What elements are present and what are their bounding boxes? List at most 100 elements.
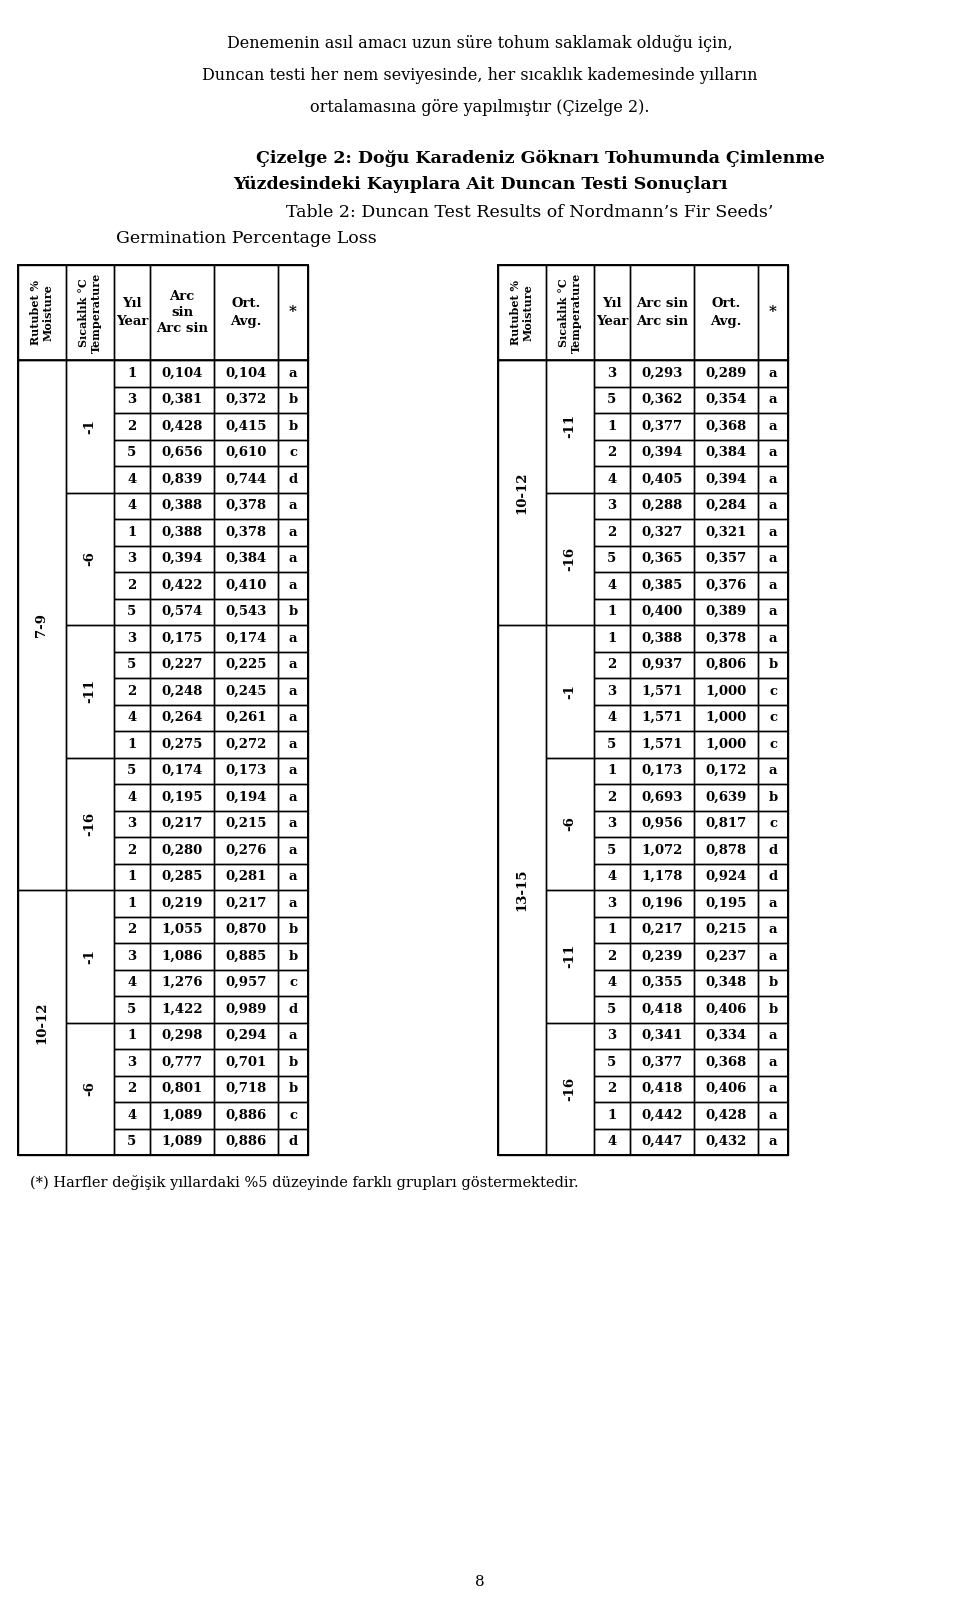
Bar bbox=[630, 943, 694, 969]
Bar bbox=[114, 837, 150, 863]
Bar bbox=[594, 359, 630, 387]
Bar bbox=[114, 359, 150, 387]
Bar bbox=[694, 1102, 758, 1129]
Bar bbox=[150, 1076, 214, 1102]
Text: c: c bbox=[289, 446, 297, 459]
Text: 0,355: 0,355 bbox=[641, 977, 683, 990]
Bar bbox=[278, 545, 308, 573]
Bar bbox=[694, 810, 758, 837]
Text: 1: 1 bbox=[608, 632, 616, 645]
Bar bbox=[694, 492, 758, 520]
Bar bbox=[694, 969, 758, 996]
Text: a: a bbox=[769, 579, 778, 592]
Text: 0,377: 0,377 bbox=[641, 1055, 683, 1068]
Bar bbox=[594, 1076, 630, 1102]
Text: Sıcaklık °C
Temperature: Sıcaklık °C Temperature bbox=[558, 273, 582, 353]
Bar bbox=[630, 863, 694, 890]
Text: -11: -11 bbox=[564, 945, 577, 969]
Bar bbox=[114, 387, 150, 412]
Text: -16: -16 bbox=[564, 547, 577, 571]
Bar bbox=[694, 996, 758, 1022]
Text: 0,298: 0,298 bbox=[161, 1030, 203, 1043]
Bar bbox=[214, 265, 278, 359]
Text: 0,394: 0,394 bbox=[706, 473, 747, 486]
Bar bbox=[150, 969, 214, 996]
Bar bbox=[114, 1076, 150, 1102]
Bar bbox=[758, 387, 788, 412]
Text: b: b bbox=[288, 1055, 298, 1068]
Bar bbox=[630, 387, 694, 412]
Text: 2: 2 bbox=[128, 420, 136, 433]
Bar bbox=[758, 573, 788, 598]
Bar bbox=[630, 598, 694, 626]
Bar bbox=[150, 916, 214, 943]
Bar bbox=[214, 810, 278, 837]
Bar bbox=[594, 651, 630, 678]
Text: -6: -6 bbox=[84, 1081, 97, 1096]
Bar bbox=[150, 520, 214, 545]
Bar bbox=[114, 467, 150, 492]
Text: 0,639: 0,639 bbox=[706, 791, 747, 804]
Text: 0,957: 0,957 bbox=[226, 977, 267, 990]
Text: 0,418: 0,418 bbox=[641, 1083, 683, 1096]
Bar bbox=[150, 1102, 214, 1129]
Bar bbox=[278, 837, 308, 863]
Text: 3: 3 bbox=[128, 393, 136, 406]
Bar bbox=[278, 943, 308, 969]
Bar bbox=[150, 890, 214, 916]
Bar bbox=[114, 731, 150, 757]
Bar bbox=[278, 1129, 308, 1155]
Text: a: a bbox=[769, 473, 778, 486]
Bar bbox=[214, 1129, 278, 1155]
Bar bbox=[278, 969, 308, 996]
Text: 2: 2 bbox=[128, 844, 136, 857]
Text: 0,389: 0,389 bbox=[706, 605, 747, 618]
Text: 0,885: 0,885 bbox=[226, 950, 267, 962]
Bar bbox=[278, 1049, 308, 1076]
Text: 0,693: 0,693 bbox=[641, 791, 683, 804]
Text: 4: 4 bbox=[128, 711, 136, 725]
Bar bbox=[278, 996, 308, 1022]
Bar bbox=[114, 996, 150, 1022]
Text: -11: -11 bbox=[84, 678, 97, 703]
Text: 0,272: 0,272 bbox=[226, 738, 267, 751]
Text: 0,378: 0,378 bbox=[226, 526, 267, 539]
Text: a: a bbox=[289, 764, 298, 778]
Text: 0,196: 0,196 bbox=[641, 897, 683, 909]
Text: 0,701: 0,701 bbox=[226, 1055, 267, 1068]
Text: 0,378: 0,378 bbox=[706, 632, 747, 645]
Bar bbox=[114, 757, 150, 784]
Text: 5: 5 bbox=[608, 393, 616, 406]
Text: b: b bbox=[288, 605, 298, 618]
Text: Year: Year bbox=[596, 314, 628, 327]
Text: 0,172: 0,172 bbox=[706, 764, 747, 778]
Text: Arc sin: Arc sin bbox=[636, 297, 688, 310]
Text: a: a bbox=[769, 446, 778, 459]
Bar bbox=[150, 704, 214, 731]
Text: a: a bbox=[769, 897, 778, 909]
Bar bbox=[114, 1022, 150, 1049]
Text: 0,327: 0,327 bbox=[641, 526, 683, 539]
Text: 0,239: 0,239 bbox=[641, 950, 683, 962]
Bar bbox=[150, 996, 214, 1022]
Bar bbox=[630, 651, 694, 678]
Bar bbox=[594, 467, 630, 492]
Text: d: d bbox=[768, 871, 778, 884]
Bar bbox=[694, 439, 758, 467]
Text: Arc sin: Arc sin bbox=[636, 314, 688, 327]
Text: a: a bbox=[289, 711, 298, 725]
Text: 3: 3 bbox=[608, 499, 616, 512]
Text: a: a bbox=[289, 658, 298, 670]
Text: 0,237: 0,237 bbox=[706, 950, 747, 962]
Bar bbox=[214, 573, 278, 598]
Text: 2: 2 bbox=[608, 526, 616, 539]
Bar bbox=[694, 359, 758, 387]
Text: 1,072: 1,072 bbox=[641, 844, 683, 857]
Text: 0,294: 0,294 bbox=[226, 1030, 267, 1043]
Bar bbox=[214, 439, 278, 467]
Bar bbox=[150, 573, 214, 598]
Bar bbox=[694, 520, 758, 545]
Bar bbox=[546, 757, 594, 890]
Bar bbox=[150, 678, 214, 704]
Text: 3: 3 bbox=[128, 552, 136, 565]
